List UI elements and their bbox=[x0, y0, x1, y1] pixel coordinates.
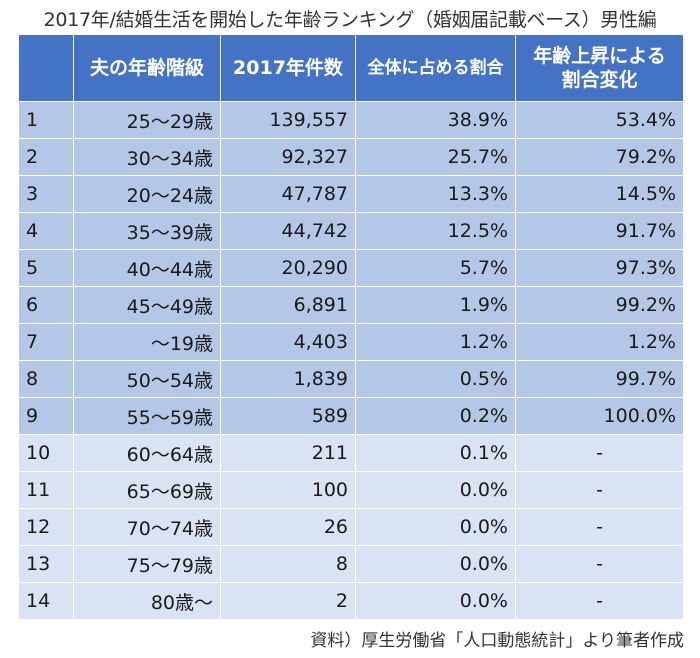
share-cell: 0.2% bbox=[355, 397, 516, 435]
age-cell: 35〜39歳 bbox=[73, 212, 221, 250]
age-cell: 40〜44歳 bbox=[73, 249, 221, 287]
count-cell: 589 bbox=[220, 397, 356, 435]
rank-cell: 10 bbox=[18, 434, 74, 472]
rank-cell: 2 bbox=[18, 138, 74, 176]
table-row: 1 25〜29歳 139,557 38.9% 53.4% bbox=[18, 101, 684, 139]
age-cell: 80歳〜 bbox=[73, 582, 221, 620]
cumulative-cell: - bbox=[515, 508, 684, 546]
chart-title: 2017年/結婚生活を開始した年齢ランキング（婚姻届記載ベース）男性編 bbox=[43, 9, 657, 31]
rank-cell: 1 bbox=[18, 101, 74, 139]
cumulative-cell: - bbox=[515, 582, 684, 620]
table-row: 2 30〜34歳 92,327 25.7% 79.2% bbox=[18, 138, 684, 176]
rank-cell: 9 bbox=[18, 397, 74, 435]
header-cumulative-line2: 割合変化 bbox=[561, 69, 638, 91]
age-cell: 30〜34歳 bbox=[73, 138, 221, 176]
ranking-table: 夫の年齢階級 2017年件数 全体に占める割合 年齢上昇による 割合変化 1 25… bbox=[18, 34, 684, 620]
age-cell: 75〜79歳 bbox=[73, 545, 221, 583]
age-cell: 〜19歳 bbox=[73, 323, 221, 361]
cumulative-cell: 99.2% bbox=[515, 286, 684, 324]
share-cell: 0.0% bbox=[355, 471, 516, 509]
count-cell: 26 bbox=[220, 508, 356, 546]
table-row: 9 55〜59歳 589 0.2% 100.0% bbox=[18, 397, 684, 435]
table-row: 3 20〜24歳 47,787 13.3% 14.5% bbox=[18, 175, 684, 213]
share-cell: 13.3% bbox=[355, 175, 516, 213]
count-cell: 1,839 bbox=[220, 360, 356, 398]
table-body: 1 25〜29歳 139,557 38.9% 53.4% 2 30〜34歳 92,327 25.… bbox=[18, 101, 684, 620]
count-cell: 4,403 bbox=[220, 323, 356, 361]
age-cell: 45〜49歳 bbox=[73, 286, 221, 324]
cumulative-cell: - bbox=[515, 545, 684, 583]
share-cell: 1.2% bbox=[355, 323, 516, 361]
header-age: 夫の年齢階級 bbox=[73, 34, 221, 102]
count-cell: 6,891 bbox=[220, 286, 356, 324]
rank-cell: 13 bbox=[18, 545, 74, 583]
cumulative-cell: 79.2% bbox=[515, 138, 684, 176]
age-cell: 20〜24歳 bbox=[73, 175, 221, 213]
cumulative-cell: - bbox=[515, 434, 684, 472]
rank-cell: 12 bbox=[18, 508, 74, 546]
table-row: 8 50〜54歳 1,839 0.5% 99.7% bbox=[18, 360, 684, 398]
count-cell: 100 bbox=[220, 471, 356, 509]
count-cell: 47,787 bbox=[220, 175, 356, 213]
share-cell: 0.1% bbox=[355, 434, 516, 472]
cumulative-cell: 14.5% bbox=[515, 175, 684, 213]
header-rank bbox=[18, 34, 74, 102]
cumulative-cell: 97.3% bbox=[515, 249, 684, 287]
table-row: 7 〜19歳 4,403 1.2% 1.2% bbox=[18, 323, 684, 361]
count-cell: 211 bbox=[220, 434, 356, 472]
header-share: 全体に占める割合 bbox=[355, 34, 516, 102]
cumulative-cell: 91.7% bbox=[515, 212, 684, 250]
table-row: 12 70〜74歳 26 0.0% - bbox=[18, 508, 684, 546]
share-cell: 0.0% bbox=[355, 508, 516, 546]
table-row: 4 35〜39歳 44,742 12.5% 91.7% bbox=[18, 212, 684, 250]
source-note: 資料）厚生労働省「人口動態統計」より筆者作成 bbox=[310, 631, 684, 651]
rank-cell: 6 bbox=[18, 286, 74, 324]
table-row: 14 80歳〜 2 0.0% - bbox=[18, 582, 684, 620]
age-cell: 55〜59歳 bbox=[73, 397, 221, 435]
rank-cell: 3 bbox=[18, 175, 74, 213]
table-row: 5 40〜44歳 20,290 5.7% 97.3% bbox=[18, 249, 684, 287]
count-cell: 92,327 bbox=[220, 138, 356, 176]
table-row: 11 65〜69歳 100 0.0% - bbox=[18, 471, 684, 509]
rank-cell: 14 bbox=[18, 582, 74, 620]
count-cell: 139,557 bbox=[220, 101, 356, 139]
share-cell: 25.7% bbox=[355, 138, 516, 176]
count-cell: 2 bbox=[220, 582, 356, 620]
cumulative-cell: 100.0% bbox=[515, 397, 684, 435]
cumulative-cell: 1.2% bbox=[515, 323, 684, 361]
count-cell: 44,742 bbox=[220, 212, 356, 250]
header-row: 夫の年齢階級 2017年件数 全体に占める割合 年齢上昇による 割合変化 bbox=[18, 34, 684, 102]
share-cell: 38.9% bbox=[355, 101, 516, 139]
rank-cell: 5 bbox=[18, 249, 74, 287]
share-cell: 0.0% bbox=[355, 545, 516, 583]
share-cell: 12.5% bbox=[355, 212, 516, 250]
table-row: 10 60〜64歳 211 0.1% - bbox=[18, 434, 684, 472]
share-cell: 0.5% bbox=[355, 360, 516, 398]
rank-cell: 11 bbox=[18, 471, 74, 509]
header-cumulative: 年齢上昇による 割合変化 bbox=[515, 34, 684, 102]
age-cell: 60〜64歳 bbox=[73, 434, 221, 472]
count-cell: 8 bbox=[220, 545, 356, 583]
cumulative-cell: - bbox=[515, 471, 684, 509]
rank-cell: 8 bbox=[18, 360, 74, 398]
cumulative-cell: 53.4% bbox=[515, 101, 684, 139]
share-cell: 1.9% bbox=[355, 286, 516, 324]
age-cell: 50〜54歳 bbox=[73, 360, 221, 398]
table-row: 6 45〜49歳 6,891 1.9% 99.2% bbox=[18, 286, 684, 324]
rank-cell: 4 bbox=[18, 212, 74, 250]
header-count: 2017年件数 bbox=[220, 34, 356, 102]
age-cell: 25〜29歳 bbox=[73, 101, 221, 139]
rank-cell: 7 bbox=[18, 323, 74, 361]
header-cumulative-line1: 年齢上昇による bbox=[533, 45, 666, 67]
cumulative-cell: 99.7% bbox=[515, 360, 684, 398]
age-cell: 70〜74歳 bbox=[73, 508, 221, 546]
share-cell: 5.7% bbox=[355, 249, 516, 287]
age-cell: 65〜69歳 bbox=[73, 471, 221, 509]
share-cell: 0.0% bbox=[355, 582, 516, 620]
table-row: 13 75〜79歳 8 0.0% - bbox=[18, 545, 684, 583]
count-cell: 20,290 bbox=[220, 249, 356, 287]
